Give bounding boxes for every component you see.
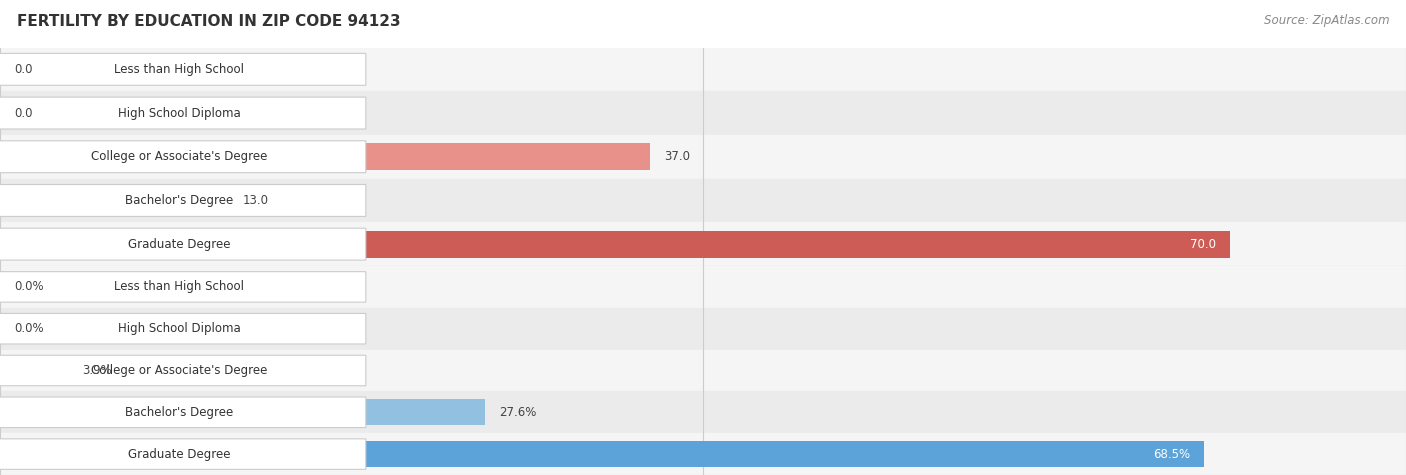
Text: 70.0: 70.0 xyxy=(1191,238,1216,251)
Bar xyxy=(0,143,650,171)
Text: 0.0: 0.0 xyxy=(14,106,32,120)
Text: Bachelor's Degree: Bachelor's Degree xyxy=(125,194,233,207)
FancyBboxPatch shape xyxy=(0,228,366,260)
Bar xyxy=(0,48,1406,91)
Bar xyxy=(0,222,1406,266)
Bar xyxy=(0,358,69,383)
Text: Source: ZipAtlas.com: Source: ZipAtlas.com xyxy=(1264,14,1389,27)
Text: Less than High School: Less than High School xyxy=(114,63,245,76)
Text: 3.9%: 3.9% xyxy=(83,364,112,377)
Text: Bachelor's Degree: Bachelor's Degree xyxy=(125,406,233,419)
Text: College or Associate's Degree: College or Associate's Degree xyxy=(91,364,267,377)
FancyBboxPatch shape xyxy=(0,355,366,386)
Bar xyxy=(0,399,485,425)
FancyBboxPatch shape xyxy=(0,397,366,428)
FancyBboxPatch shape xyxy=(0,439,366,469)
FancyBboxPatch shape xyxy=(0,53,366,86)
Text: 37.0: 37.0 xyxy=(664,150,690,163)
Bar xyxy=(0,135,1406,179)
Bar xyxy=(0,187,228,214)
Bar xyxy=(0,433,1406,475)
Bar xyxy=(0,230,1230,258)
Bar xyxy=(0,91,1406,135)
FancyBboxPatch shape xyxy=(0,272,366,302)
Text: 13.0: 13.0 xyxy=(243,194,269,207)
Text: Graduate Degree: Graduate Degree xyxy=(128,238,231,251)
Text: 68.5%: 68.5% xyxy=(1153,447,1189,461)
Bar xyxy=(0,441,1204,467)
FancyBboxPatch shape xyxy=(0,141,366,173)
Text: 0.0%: 0.0% xyxy=(14,280,44,294)
Text: 0.0: 0.0 xyxy=(14,63,32,76)
Text: High School Diploma: High School Diploma xyxy=(118,106,240,120)
Bar xyxy=(0,308,1406,350)
Text: Less than High School: Less than High School xyxy=(114,280,245,294)
Text: High School Diploma: High School Diploma xyxy=(118,322,240,335)
Bar xyxy=(0,350,1406,391)
FancyBboxPatch shape xyxy=(0,314,366,344)
Bar xyxy=(0,391,1406,433)
Bar xyxy=(0,179,1406,222)
Text: Graduate Degree: Graduate Degree xyxy=(128,447,231,461)
FancyBboxPatch shape xyxy=(0,184,366,217)
FancyBboxPatch shape xyxy=(0,97,366,129)
Text: College or Associate's Degree: College or Associate's Degree xyxy=(91,150,267,163)
Text: 27.6%: 27.6% xyxy=(499,406,537,419)
Bar xyxy=(0,266,1406,308)
Text: FERTILITY BY EDUCATION IN ZIP CODE 94123: FERTILITY BY EDUCATION IN ZIP CODE 94123 xyxy=(17,14,401,29)
Text: 0.0%: 0.0% xyxy=(14,322,44,335)
